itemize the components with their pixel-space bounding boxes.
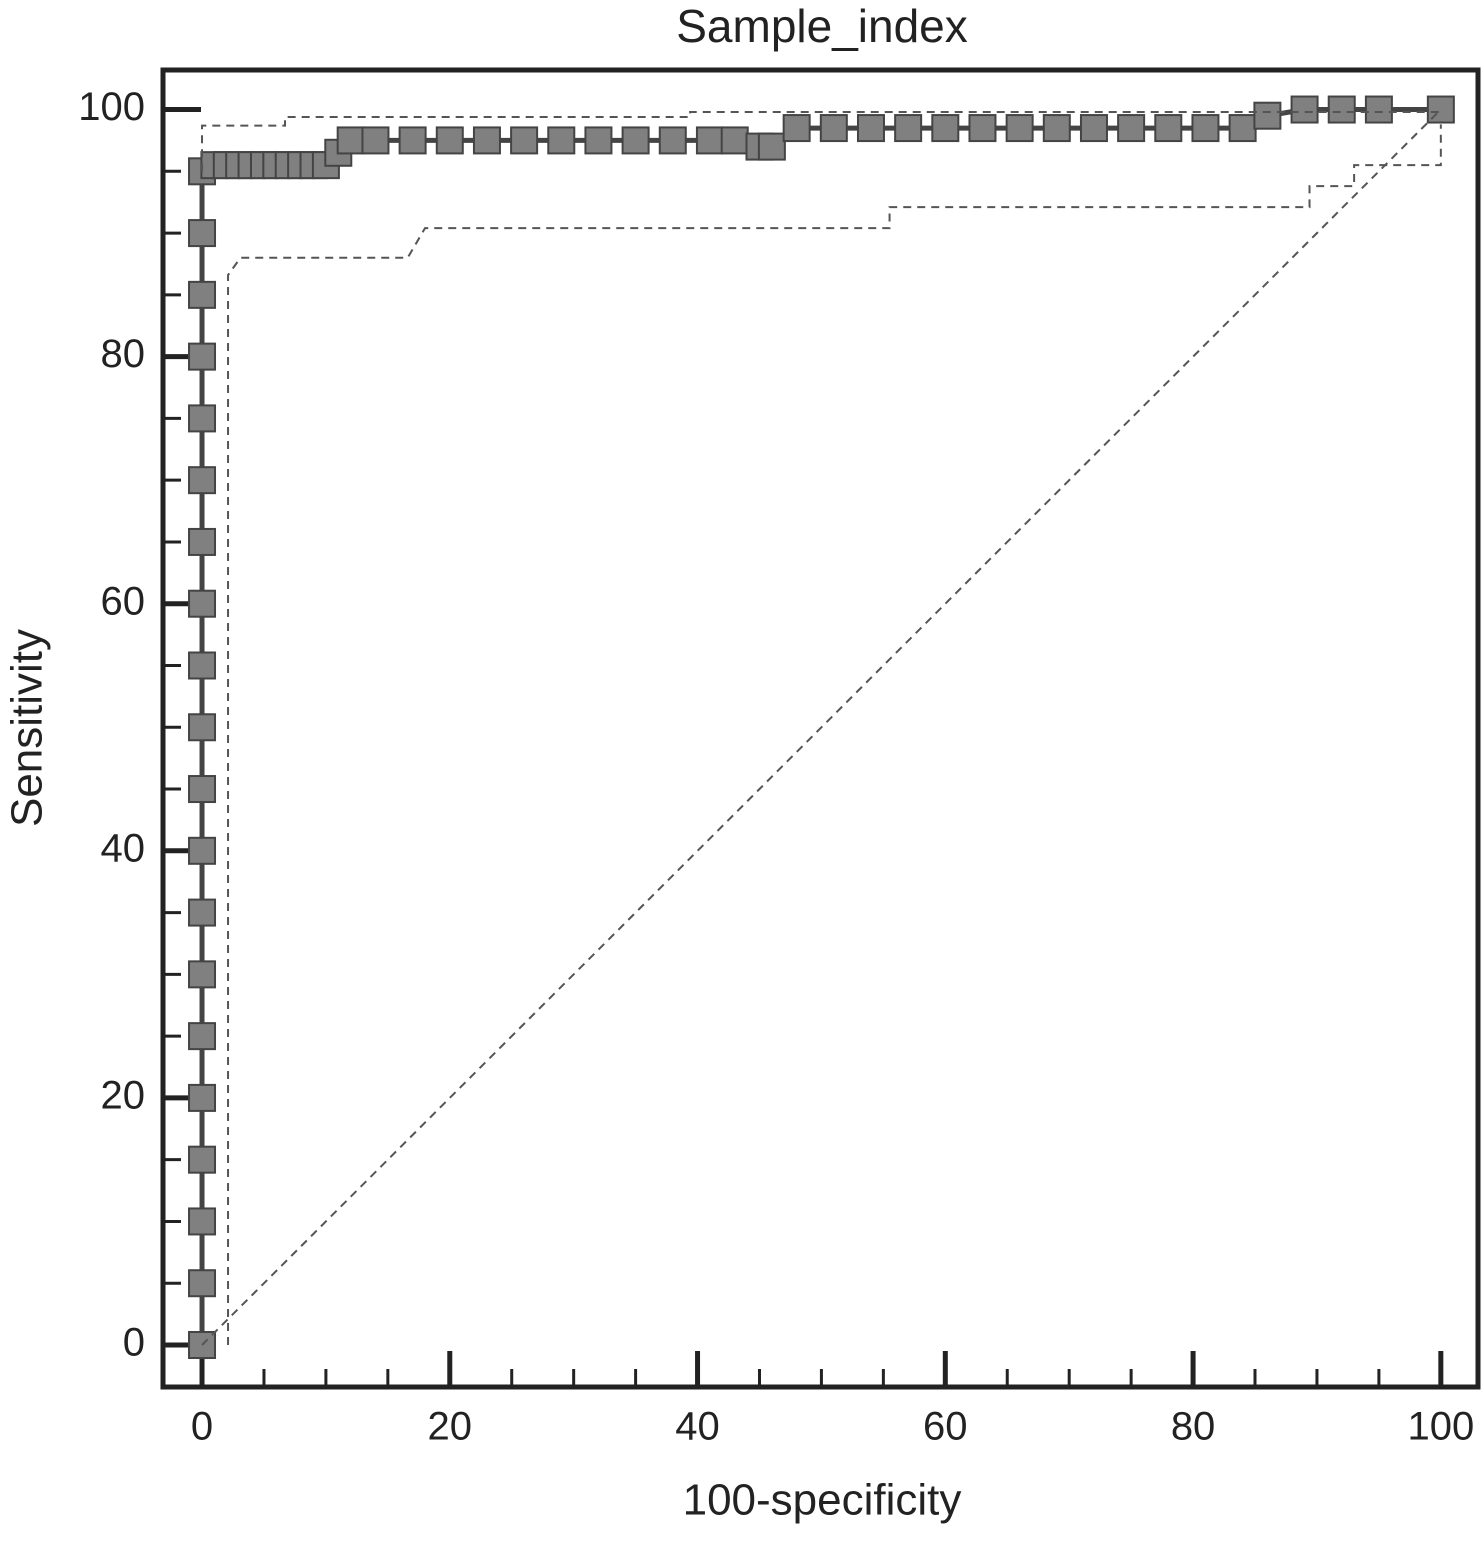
roc-marker [398,126,427,155]
x-tick-label: 0 [191,1405,213,1449]
roc-marker [1154,114,1183,143]
roc-marker [584,126,613,155]
roc-marker [658,126,687,155]
roc-marker [188,219,217,248]
roc-marker [188,960,217,989]
y-tick-label: 100 [78,85,145,129]
roc-marker [968,114,997,143]
x-tick-label: 60 [923,1405,968,1449]
roc-marker [1005,114,1034,143]
roc-marker [188,713,217,742]
roc-marker [1117,114,1146,143]
roc-marker [757,132,786,161]
roc-marker [188,1145,217,1174]
y-tick-label: 80 [101,332,146,376]
roc-marker [547,126,576,155]
roc-marker [188,466,217,495]
roc-marker [188,342,217,371]
roc-marker [621,126,650,155]
roc-marker [931,114,960,143]
chart-title: Sample_index [676,0,968,52]
roc-marker [1042,114,1071,143]
x-axis-label: 100-specificity [683,1476,962,1525]
x-tick-label: 100 [1407,1405,1474,1449]
x-tick-label: 20 [428,1405,473,1449]
dashed-line [201,108,1442,1346]
y-tick-label: 20 [101,1073,146,1117]
roc-marker [188,775,217,804]
x-tick-label: 40 [675,1405,720,1449]
roc-marker [188,651,217,680]
roc-marker [188,898,217,927]
roc-marker [188,1083,217,1112]
roc-marker [720,126,749,155]
roc-marker [695,126,724,155]
roc-marker [472,126,501,155]
roc-marker [894,114,923,143]
roc-marker [188,836,217,865]
x-tick-label: 80 [1171,1405,1216,1449]
roc-marker [1191,114,1220,143]
y-tick-label: 60 [101,579,146,623]
roc-marker [1228,114,1257,143]
roc-marker [336,126,365,155]
roc-marker [188,1269,217,1298]
roc-marker [1290,95,1319,124]
y-axis-label: Sensitivity [3,629,52,827]
roc-marker [361,126,390,155]
roc-marker [1253,101,1282,130]
roc-marker [856,114,885,143]
roc-marker [188,1207,217,1236]
roc-marker [188,1022,217,1051]
roc-marker [188,404,217,433]
y-tick-label: 0 [123,1321,145,1365]
roc-marker [1364,95,1393,124]
roc-marker [1327,95,1356,124]
roc-marker [188,280,217,309]
roc-marker [188,527,217,556]
roc-marker [510,126,539,155]
dashed-line [227,124,1442,1345]
roc-marker [1079,114,1108,143]
y-tick-label: 40 [101,826,146,870]
roc-marker [782,114,811,143]
roc-marker [435,126,464,155]
roc-marker [819,114,848,143]
roc-marker [188,589,217,618]
dashed-line [201,109,1442,172]
